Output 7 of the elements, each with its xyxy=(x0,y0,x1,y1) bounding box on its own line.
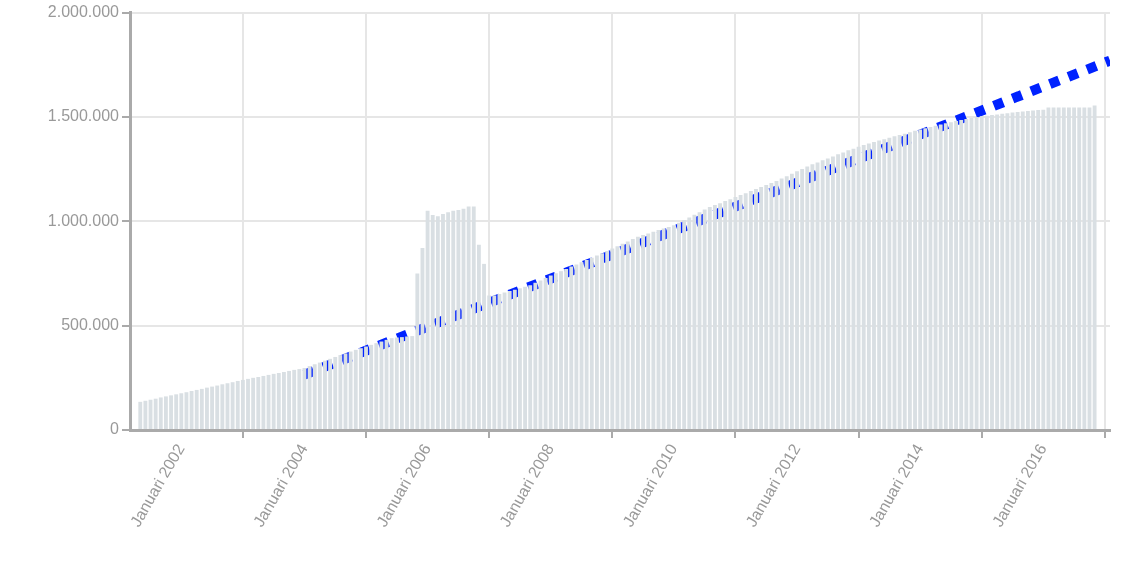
y-tick-label: 1.500.000 xyxy=(47,107,120,125)
y-tick-label: 500.000 xyxy=(61,316,120,334)
bar xyxy=(138,401,143,429)
y-tick-label: 0 xyxy=(110,420,120,438)
y-tick-label: 1.000.000 xyxy=(47,211,120,229)
bar xyxy=(1092,105,1097,429)
y-tick-label: 2.000.000 xyxy=(47,3,120,21)
